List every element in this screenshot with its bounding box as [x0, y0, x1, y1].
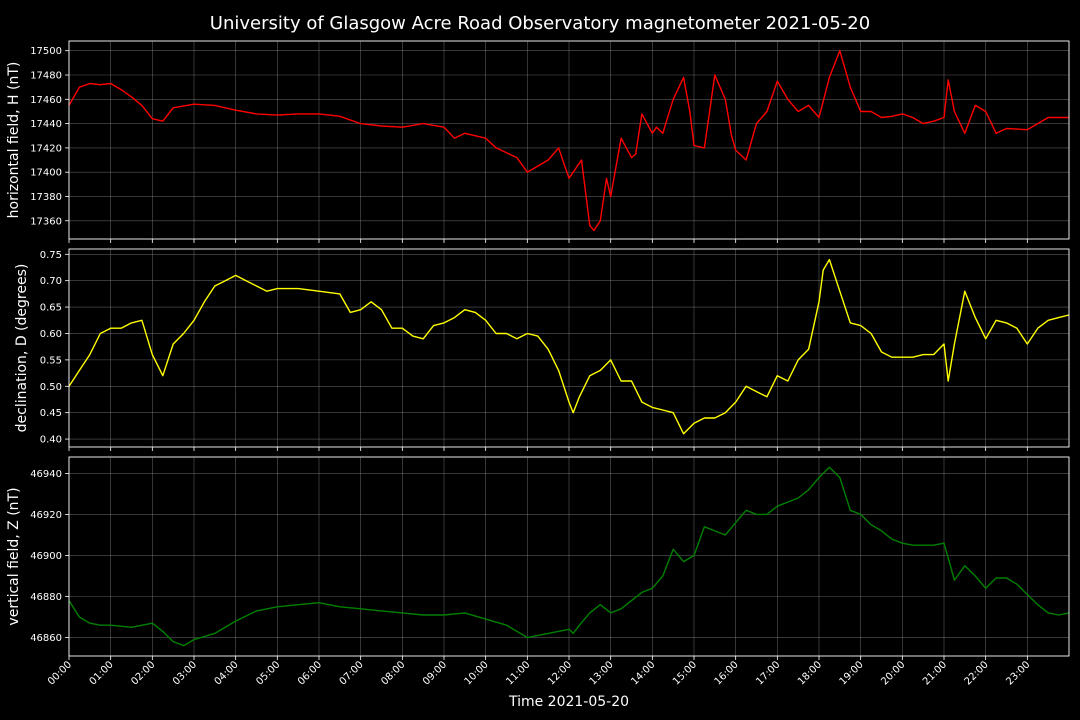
- axes-frame: [68, 456, 1070, 657]
- y-tick-label: 46880: [30, 592, 62, 603]
- y-axis-label: horizontal field, H (nT): [6, 62, 22, 219]
- y-tick-label: 46900: [30, 551, 62, 562]
- figure-title: University of Glasgow Acre Road Observat…: [210, 13, 870, 34]
- y-tick-label: 17440: [30, 119, 62, 130]
- y-tick-label: 0.55: [40, 355, 62, 366]
- y-axis-label: declination, D (degrees): [14, 264, 30, 433]
- series-line: [68, 466, 1070, 647]
- axes-frame: [68, 248, 1070, 448]
- y-tick-label: 0.60: [40, 329, 62, 340]
- series-line: [68, 50, 1069, 232]
- y-tick-label: 17360: [30, 216, 62, 227]
- y-axis-label: vertical field, Z (nT): [6, 487, 22, 625]
- y-tick-label: 46940: [30, 469, 62, 480]
- y-tick-label: 0.65: [40, 303, 62, 314]
- y-tick-label: 0.50: [40, 382, 62, 393]
- y-tick-label: 46920: [30, 510, 62, 521]
- y-tick-label: 17420: [30, 143, 62, 154]
- y-tick-label: 17480: [30, 71, 62, 82]
- y-tick-label: 17380: [30, 192, 62, 203]
- y-tick-label: 0.75: [40, 250, 62, 261]
- y-tick-label: 17500: [30, 46, 62, 57]
- panel-declination: 0.40 0.45 0.50 0.55 0.60 0.65 0.70 0.75 declinat…: [14, 248, 1070, 451]
- y-tick-label: 0.40: [40, 435, 62, 446]
- y-tick-label: 17400: [30, 168, 62, 179]
- y-tick-label: 46860: [30, 633, 62, 644]
- y-tick-label: 17460: [30, 95, 62, 106]
- y-tick-label: 0.70: [40, 276, 62, 287]
- series-line: [68, 258, 1070, 435]
- y-tick-label: 0.45: [40, 408, 62, 419]
- x-axis-label: Time 2021-05-20: [508, 694, 629, 710]
- panel-horizontal-field: 17360 17380 17400 17420 17440 17460 17480 17500…: [6, 40, 1070, 243]
- axes-frame: [68, 40, 1070, 240]
